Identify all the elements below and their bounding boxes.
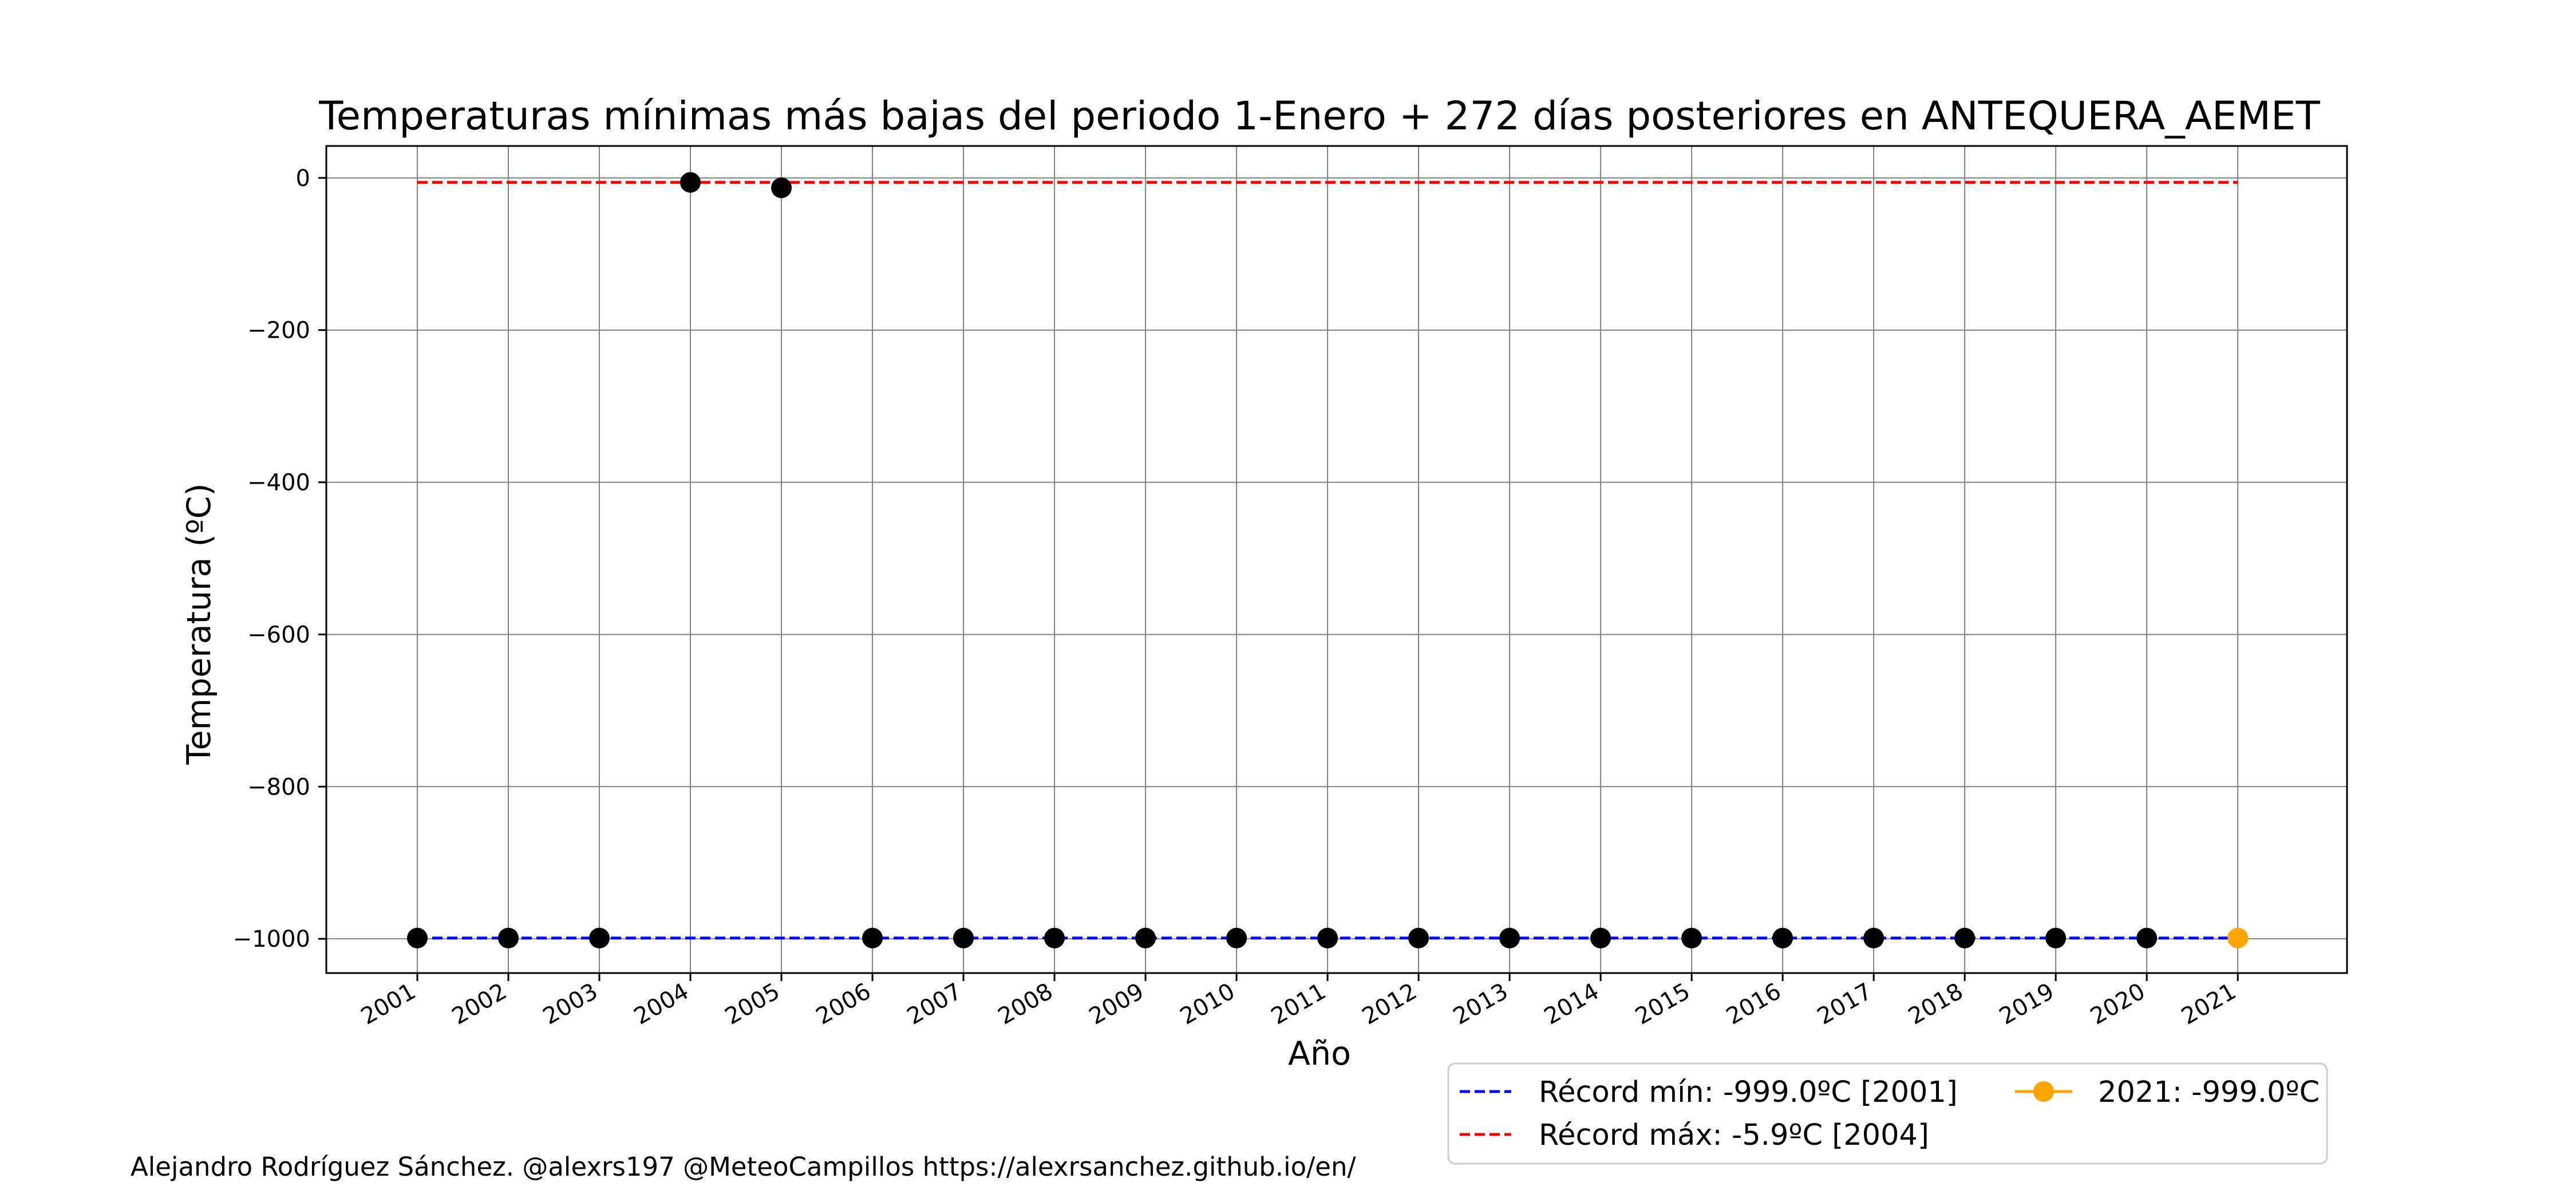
plot-frame [325,145,2348,974]
x-tick-label: 2002 [448,978,511,1030]
x-tick-label: 2011 [1267,978,1330,1030]
data-point [1681,927,1702,948]
data-point [1863,927,1884,948]
x-tick-label: 2015 [1631,978,1694,1030]
x-tick-label: 2007 [903,978,966,1030]
data-point-2021 [2227,927,2249,948]
x-tick-label: 2017 [1813,978,1876,1030]
x-tick-label: 2009 [1085,978,1148,1030]
data-point [2136,927,2158,948]
y-tick-label: −200 [247,318,310,344]
x-tick-label: 2020 [2086,978,2150,1030]
y-axis-title: Temperatura (ºC) [180,483,218,765]
x-tick-label: 2021 [2177,978,2241,1030]
x-tick-label: 2006 [812,978,875,1030]
data-point [1954,927,1976,948]
x-tick-label: 2019 [1995,978,2059,1030]
data-point [862,927,883,948]
data-point [1226,927,1247,948]
legend-box [1447,1062,2328,1165]
legend-2021-swatch-marker [2033,1081,2054,1102]
x-tick-label: 2001 [357,978,420,1030]
data-point [1135,927,1156,948]
x-tick-label: 2013 [1449,978,1512,1030]
chart-title: Temperaturas mínimas más bajas del perio… [318,93,2320,139]
data-marks [407,172,2249,948]
data-point [680,172,701,193]
x-tick-label: 2010 [1176,978,1239,1030]
x-axis-title: Año [1288,1035,1351,1073]
legend: Récord mín: -999.0ºC [2001] Récord máx: … [1447,1062,2328,1165]
x-tick-label: 2016 [1722,978,1785,1030]
data-point [1408,927,1429,948]
legend-min-label: Récord mín: -999.0ºC [2001] [1539,1076,1958,1109]
x-tick-label: 2005 [721,978,784,1030]
y-tick-label: −1000 [233,926,310,952]
y-tick-label: 0 [296,165,310,192]
data-point [498,927,519,948]
x-tick-label: 2008 [994,978,1057,1030]
legend-max-label: Récord máx: -5.9ºC [2004] [1539,1118,1929,1152]
x-tick-label: 2014 [1540,978,1603,1030]
x-tick-label: 2003 [539,978,602,1030]
x-tick-label: 2012 [1358,978,1421,1030]
data-point [407,927,428,948]
legend-2021-label: 2021: -999.0ºC [2098,1076,2320,1109]
y-tick-label: −400 [247,470,310,496]
data-point [1317,927,1338,948]
data-point [589,927,610,948]
grid [326,146,2347,973]
y-tick-label: −800 [247,774,310,800]
data-point [1499,927,1520,948]
x-axis: 2001 2002 2003 2004 2005 2006 2007 2008 2009 2010… [357,973,2241,1030]
data-point [1044,927,1065,948]
data-point [1772,927,1793,948]
data-point [771,177,792,199]
y-tick-label: −600 [247,622,310,648]
y-axis: 0 −200 −400 −600 −800 −1000 [233,165,326,952]
footer-credit: Alejandro Rodríguez Sánchez. @alexrs197 … [131,1152,1357,1182]
x-tick-label: 2004 [630,978,693,1030]
data-point [953,927,974,948]
x-tick-label: 2018 [1904,978,1967,1030]
data-point [1590,927,1611,948]
data-point [2045,927,2067,948]
